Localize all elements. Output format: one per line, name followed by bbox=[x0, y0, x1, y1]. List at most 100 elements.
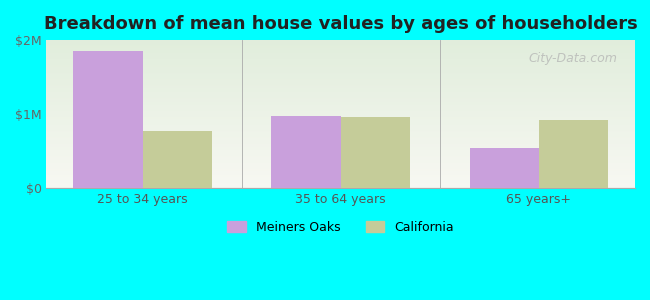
Bar bbox=[47, 102, 635, 104]
Bar bbox=[47, 52, 635, 53]
Bar bbox=[47, 162, 635, 163]
Bar bbox=[47, 129, 635, 130]
Bar bbox=[47, 125, 635, 126]
Bar bbox=[47, 58, 635, 59]
Bar bbox=[47, 53, 635, 55]
Bar bbox=[47, 68, 635, 70]
Bar bbox=[73, 51, 142, 188]
Bar bbox=[47, 132, 635, 134]
Bar bbox=[47, 49, 635, 50]
Bar bbox=[47, 146, 635, 147]
Bar bbox=[47, 108, 635, 110]
Bar bbox=[47, 171, 635, 172]
Bar bbox=[47, 160, 635, 162]
Bar bbox=[47, 128, 635, 129]
Bar bbox=[47, 100, 635, 101]
Bar bbox=[47, 148, 635, 150]
Bar bbox=[47, 184, 635, 185]
Bar bbox=[47, 42, 635, 43]
Bar bbox=[47, 130, 635, 132]
Bar bbox=[47, 83, 635, 85]
Bar bbox=[47, 174, 635, 175]
Bar bbox=[47, 56, 635, 58]
Bar bbox=[47, 107, 635, 108]
Bar bbox=[47, 144, 635, 146]
Text: City-Data.com: City-Data.com bbox=[528, 52, 618, 65]
Bar bbox=[47, 142, 635, 144]
Bar bbox=[47, 45, 635, 46]
Bar bbox=[47, 150, 635, 152]
Bar bbox=[47, 181, 635, 182]
Bar bbox=[47, 138, 635, 140]
Bar bbox=[47, 140, 635, 141]
Bar bbox=[47, 94, 635, 95]
Bar bbox=[47, 122, 635, 123]
Bar bbox=[47, 185, 635, 187]
Bar bbox=[47, 147, 635, 148]
Bar bbox=[47, 117, 635, 119]
Bar bbox=[47, 97, 635, 98]
Bar bbox=[47, 175, 635, 177]
Bar bbox=[47, 76, 635, 77]
Bar bbox=[47, 134, 635, 135]
Bar bbox=[47, 85, 635, 86]
Bar bbox=[47, 178, 635, 180]
Legend: Meiners Oaks, California: Meiners Oaks, California bbox=[222, 216, 459, 238]
Bar bbox=[47, 88, 635, 89]
Bar bbox=[469, 148, 539, 188]
Bar bbox=[272, 116, 341, 188]
Bar bbox=[47, 116, 635, 117]
Bar bbox=[47, 86, 635, 88]
Bar bbox=[47, 47, 635, 49]
Bar bbox=[47, 91, 635, 92]
Bar bbox=[47, 136, 635, 138]
Bar bbox=[47, 182, 635, 184]
Bar bbox=[47, 79, 635, 80]
Bar bbox=[47, 119, 635, 120]
Bar bbox=[47, 65, 635, 67]
Bar bbox=[47, 165, 635, 166]
Bar bbox=[47, 126, 635, 128]
Bar bbox=[47, 113, 635, 114]
Bar bbox=[47, 73, 635, 74]
Bar bbox=[47, 180, 635, 181]
Bar bbox=[47, 111, 635, 113]
Bar bbox=[47, 187, 635, 188]
Bar bbox=[47, 74, 635, 76]
Bar bbox=[47, 114, 635, 116]
Bar bbox=[47, 169, 635, 171]
Bar bbox=[47, 166, 635, 168]
Bar bbox=[47, 104, 635, 105]
Bar bbox=[47, 92, 635, 94]
Bar bbox=[47, 50, 635, 52]
Bar bbox=[47, 105, 635, 107]
Bar bbox=[47, 123, 635, 125]
Bar bbox=[47, 61, 635, 62]
Bar bbox=[47, 82, 635, 83]
Bar bbox=[47, 80, 635, 82]
Bar bbox=[47, 67, 635, 68]
Title: Breakdown of mean house values by ages of householders: Breakdown of mean house values by ages o… bbox=[44, 15, 638, 33]
Bar bbox=[47, 62, 635, 64]
Bar bbox=[47, 177, 635, 178]
Bar bbox=[47, 43, 635, 45]
Bar bbox=[47, 89, 635, 91]
Bar bbox=[47, 156, 635, 157]
Bar bbox=[341, 116, 410, 188]
Bar bbox=[47, 46, 635, 47]
Bar bbox=[47, 98, 635, 100]
Bar bbox=[47, 141, 635, 142]
Bar bbox=[47, 168, 635, 169]
Bar bbox=[142, 130, 212, 188]
Bar bbox=[47, 77, 635, 79]
Bar bbox=[47, 159, 635, 160]
Bar bbox=[47, 163, 635, 165]
Bar bbox=[47, 110, 635, 111]
Bar bbox=[47, 64, 635, 65]
Bar bbox=[47, 153, 635, 154]
Bar bbox=[47, 154, 635, 156]
Bar bbox=[539, 120, 608, 188]
Bar bbox=[47, 59, 635, 61]
Bar bbox=[47, 70, 635, 71]
Bar bbox=[47, 120, 635, 122]
